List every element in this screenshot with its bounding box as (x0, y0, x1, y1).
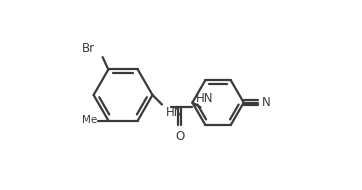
Text: HN: HN (166, 106, 183, 119)
Text: HN: HN (195, 92, 213, 105)
Text: Br: Br (82, 42, 96, 55)
Text: Me: Me (82, 115, 97, 125)
Text: N: N (262, 96, 270, 109)
Text: O: O (175, 130, 184, 142)
